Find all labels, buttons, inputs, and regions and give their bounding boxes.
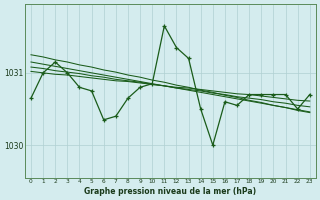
X-axis label: Graphe pression niveau de la mer (hPa): Graphe pression niveau de la mer (hPa) — [84, 187, 256, 196]
